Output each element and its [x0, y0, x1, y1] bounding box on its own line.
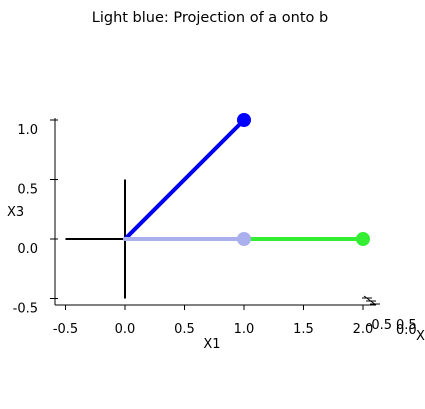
vector-endpoint-marker: [237, 113, 251, 127]
x-ticks: -0.5 0.0 0.5 1.0 1.5 2.0: [53, 305, 374, 337]
vectors: [123, 113, 370, 246]
vector-endpoint-marker: [356, 232, 370, 246]
z-ticks: -0.5 0.0 0.5 1.0: [13, 119, 58, 317]
z-tick-label: 1.0: [17, 123, 38, 138]
y-tick-label: 0.0: [396, 323, 417, 338]
x-tick-label: 1.5: [293, 322, 314, 337]
z-tick-label: 0.0: [17, 242, 38, 257]
y-tick-label: 0.5: [396, 318, 417, 333]
reference-axes: [65, 179, 126, 299]
x-axis-label: X1: [203, 337, 220, 352]
z-tick-label: -0.5: [13, 302, 38, 317]
chart-title: Light blue: Projection of a onto b: [92, 10, 328, 26]
z-tick-label: 0.5: [17, 183, 38, 198]
vector-endpoint-marker: [237, 232, 251, 246]
y-ticks: -0.5 0.00.5: [362, 297, 417, 338]
x-tick-label: 0.5: [174, 322, 195, 337]
vector-line: [123, 118, 246, 241]
x-tick-label: -0.5: [53, 322, 78, 337]
y-tick-label: -0.5: [367, 318, 392, 333]
x-tick-label: 2.0: [353, 322, 374, 337]
x-tick-label: 0.0: [115, 322, 136, 337]
x-tick-label: 1.0: [234, 322, 255, 337]
z-axis-label: X3: [7, 205, 24, 220]
y-axis-label: X2: [416, 329, 425, 344]
